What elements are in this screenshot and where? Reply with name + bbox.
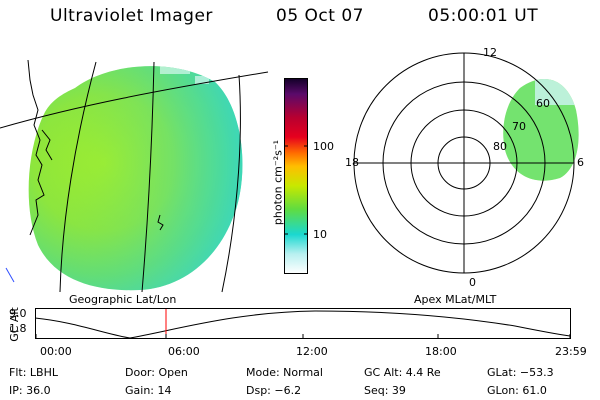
timeline-tick-1: 06:00: [168, 345, 200, 358]
lat-label-70: 70: [512, 120, 526, 133]
status-glat: GLat: −53.3: [487, 366, 554, 379]
status-mode: Mode: Normal: [246, 366, 323, 379]
timeline-ymin: 1.8: [9, 322, 27, 335]
colorbar-tick-10: 10: [313, 228, 327, 241]
lat-label-80: 80: [493, 140, 507, 153]
time-label: 05:00:01 UT: [428, 6, 539, 26]
mlt-label-6: 6: [577, 156, 584, 169]
timeline-tick-3: 18:00: [425, 345, 457, 358]
mlt-label-12: 12: [483, 46, 497, 59]
status-gain: Gain: 14: [125, 384, 172, 397]
timeline-tick-4: 23:59: [555, 345, 587, 358]
geographic-caption: Geographic Lat/Lon: [69, 293, 177, 306]
status-dsp: Dsp: −6.2: [246, 384, 302, 397]
status-door: Door: Open: [125, 366, 188, 379]
apex-caption: Apex MLat/MLT: [414, 293, 497, 306]
status-gc-alt: GC Alt: 4.4 Re: [364, 366, 441, 379]
colorbar-tick-100: 100: [313, 140, 334, 153]
status-ip: IP: 36.0: [9, 384, 51, 397]
coast-segment: [5, 267, 15, 283]
altitude-timeline: [35, 308, 571, 339]
lat-label-60: 60: [536, 97, 550, 110]
mlt-label-0: 0: [469, 276, 476, 289]
timeline-tick-2: 12:00: [296, 345, 328, 358]
status-flt: Flt: LBHL: [9, 366, 58, 379]
date-label: 05 Oct 07: [276, 6, 364, 26]
status-glon: GLon: 61.0: [487, 384, 547, 397]
timeline-ymax: 9.0: [9, 307, 27, 320]
instrument-title: Ultraviolet Imager: [50, 6, 213, 26]
colorbar-unit-label: photon cm⁻²s⁻¹: [271, 139, 285, 226]
mlt-label-18: 18: [345, 156, 359, 169]
timeline-tick-0: 00:00: [40, 345, 72, 358]
status-seq: Seq: 39: [364, 384, 406, 397]
colorbar: [284, 78, 308, 274]
